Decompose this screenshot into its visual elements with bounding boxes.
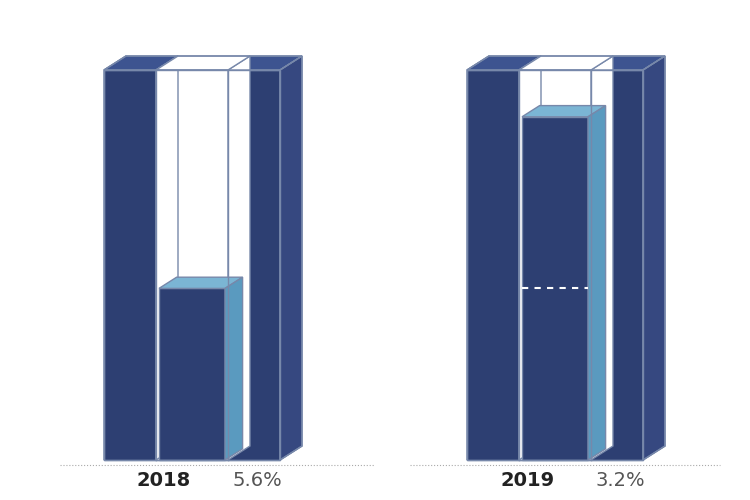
Polygon shape <box>156 56 250 70</box>
Polygon shape <box>228 70 280 460</box>
Polygon shape <box>519 56 541 460</box>
Polygon shape <box>156 56 178 460</box>
Polygon shape <box>591 70 643 460</box>
Polygon shape <box>519 56 613 70</box>
Polygon shape <box>104 56 178 70</box>
Polygon shape <box>519 70 591 460</box>
Text: 2018: 2018 <box>137 470 191 490</box>
Polygon shape <box>591 56 665 70</box>
Polygon shape <box>591 56 613 460</box>
Polygon shape <box>104 70 156 460</box>
Polygon shape <box>228 56 302 70</box>
Polygon shape <box>159 277 242 288</box>
Polygon shape <box>643 56 665 460</box>
Text: 3.2%: 3.2% <box>596 470 645 490</box>
Polygon shape <box>588 106 605 460</box>
Text: 2019: 2019 <box>500 470 554 490</box>
Polygon shape <box>228 56 250 460</box>
Polygon shape <box>467 56 541 70</box>
Polygon shape <box>467 56 489 460</box>
Polygon shape <box>280 56 302 460</box>
Polygon shape <box>156 56 178 460</box>
Polygon shape <box>159 288 225 460</box>
Polygon shape <box>519 56 541 460</box>
Polygon shape <box>156 70 228 460</box>
Polygon shape <box>522 117 588 460</box>
Polygon shape <box>225 277 242 460</box>
Polygon shape <box>522 106 605 117</box>
Polygon shape <box>467 70 519 460</box>
Text: 5.6%: 5.6% <box>232 470 282 490</box>
Polygon shape <box>104 56 126 460</box>
